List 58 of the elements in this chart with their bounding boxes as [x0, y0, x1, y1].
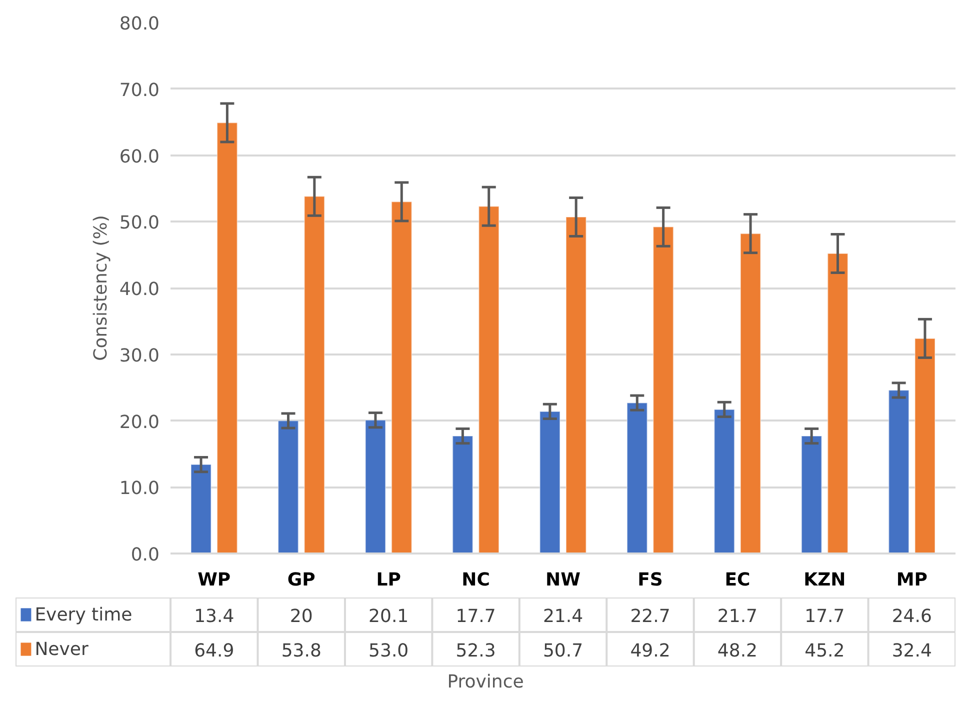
bar: [740, 233, 762, 554]
bar: [714, 408, 735, 554]
data-label: 20: [290, 606, 313, 627]
y-tick-label: 40.0: [119, 279, 160, 300]
x-tick-label: EC: [724, 570, 750, 590]
y-tick-label: 80.0: [119, 14, 160, 34]
y-tick-label: 20.0: [119, 412, 160, 433]
y-tick-label: 60.0: [119, 146, 160, 168]
bar: [478, 206, 500, 554]
bar: [391, 201, 412, 554]
bar: [216, 122, 238, 554]
data-label: 53.0: [368, 640, 409, 662]
data-label: 22.7: [630, 606, 670, 627]
x-tick-label: NW: [546, 570, 581, 590]
bar: [888, 390, 910, 554]
data-label: 49.2: [630, 640, 670, 662]
y-tick-label: 30.0: [119, 345, 160, 366]
bar: [652, 226, 674, 554]
data-label: 21.4: [542, 606, 584, 627]
x-tick-label: GP: [287, 570, 316, 590]
bar: [626, 402, 648, 554]
x-tick-label: WP: [198, 570, 231, 590]
y-tick-label: 10.0: [119, 478, 160, 500]
bar: [452, 436, 474, 554]
data-label: 45.2: [804, 640, 845, 662]
data-label: 20.1: [368, 606, 409, 627]
bar: [827, 252, 848, 554]
data-label: 17.7: [804, 606, 845, 627]
bar: [566, 216, 587, 554]
data-label: 32.4: [892, 640, 932, 662]
x-axis-title: Province: [447, 672, 524, 692]
x-tick-label: NC: [462, 570, 490, 590]
data-label: 13.4: [194, 606, 234, 627]
data-label: 17.7: [456, 606, 496, 627]
bar: [278, 420, 299, 554]
bar: [914, 338, 936, 554]
x-tick-label: LP: [376, 570, 401, 590]
data-label: 53.8: [281, 640, 322, 662]
bar: [364, 420, 386, 554]
x-tick-label: KZN: [804, 570, 846, 590]
data-label: 50.7: [542, 640, 584, 662]
data-label: 48.2: [717, 640, 758, 662]
legend-label: Never: [34, 638, 89, 660]
y-tick-label: 70.0: [119, 80, 160, 101]
data-label: 64.9: [194, 640, 234, 662]
bar: [190, 464, 212, 554]
data-label: 21.7: [717, 606, 758, 627]
legend-label: Every time: [34, 604, 132, 626]
y-tick-label: 0.0: [130, 544, 160, 566]
x-tick-label: MP: [896, 570, 928, 590]
bar: [304, 196, 325, 554]
data-label: 52.3: [456, 640, 496, 662]
bar: [801, 436, 822, 554]
bar: [539, 410, 560, 554]
x-tick-label: FS: [638, 570, 663, 590]
y-axis-title: Consistency (%): [90, 215, 112, 361]
y-tick-label: 50.0: [119, 212, 160, 234]
data-label: 24.6: [892, 606, 932, 627]
